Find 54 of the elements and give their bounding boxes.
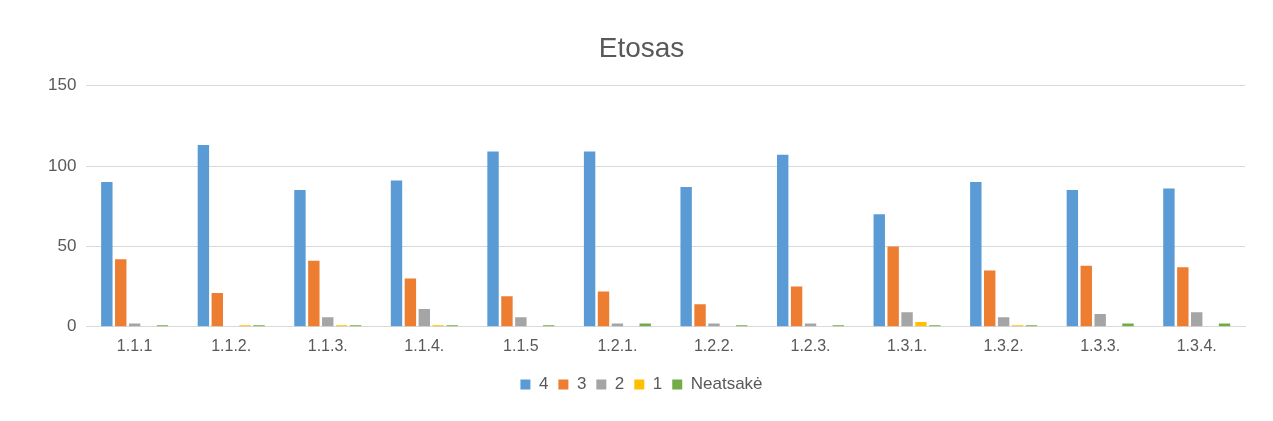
- bar: [294, 190, 306, 327]
- bar: [115, 259, 127, 327]
- bar: [487, 151, 499, 327]
- legend-label: Neatsakė: [690, 374, 763, 394]
- x-tick-label: 1.3.4.: [1176, 336, 1217, 354]
- bar: [1163, 188, 1175, 327]
- x-tick-label: 1.1.2.: [211, 336, 252, 354]
- bar: [997, 317, 1010, 327]
- x-tick-label: 1.1.4.: [404, 336, 445, 354]
- legend-label: 4: [538, 374, 549, 394]
- y-tick-label: 50: [57, 236, 77, 256]
- bar: [680, 186, 692, 327]
- bar: [1177, 267, 1189, 327]
- x-tick-label: 1.3.1.: [887, 336, 928, 354]
- chart-title: Etosas: [598, 31, 685, 63]
- bar: [873, 214, 885, 327]
- bar: [901, 312, 913, 327]
- bar: [597, 291, 610, 327]
- x-tick-label: 1.2.2.: [693, 336, 734, 354]
- bar: [1191, 312, 1203, 327]
- bar: [984, 270, 996, 327]
- bar: [101, 182, 113, 327]
- bar: [501, 296, 513, 327]
- bar: [515, 317, 527, 327]
- bar: [418, 309, 430, 327]
- legend-label: 3: [576, 374, 587, 394]
- y-tick-label: 100: [47, 155, 77, 175]
- x-tick-label: 1.2.3.: [790, 336, 831, 354]
- bar: [308, 260, 320, 327]
- x-tick-label: 1.3.3.: [1080, 336, 1121, 354]
- bar: [322, 317, 334, 327]
- bar: [404, 278, 417, 327]
- bar: [777, 154, 789, 327]
- y-tick-label: 0: [66, 316, 77, 336]
- bar: [790, 286, 803, 327]
- bar: [970, 182, 982, 327]
- bar: [915, 321, 927, 327]
- x-tick-label: 1.2.1.: [597, 336, 638, 354]
- legend-label: 2: [614, 374, 625, 394]
- x-tick-label: 1.1.5: [503, 336, 539, 354]
- bar: [1066, 190, 1079, 327]
- y-tick-label: 150: [47, 75, 77, 95]
- bar: [197, 145, 210, 327]
- bar: [1080, 265, 1092, 327]
- bar: [887, 246, 899, 327]
- bar: [390, 180, 403, 327]
- bar: [211, 293, 223, 327]
- legend-label: 1: [652, 374, 663, 394]
- x-tick-label: 1.3.2.: [983, 336, 1024, 354]
- bar: [694, 304, 706, 327]
- x-tick-label: 1.1.1: [116, 336, 153, 354]
- bar: [1094, 313, 1106, 327]
- x-tick-label: 1.1.3.: [307, 336, 348, 354]
- bar: [583, 151, 596, 327]
